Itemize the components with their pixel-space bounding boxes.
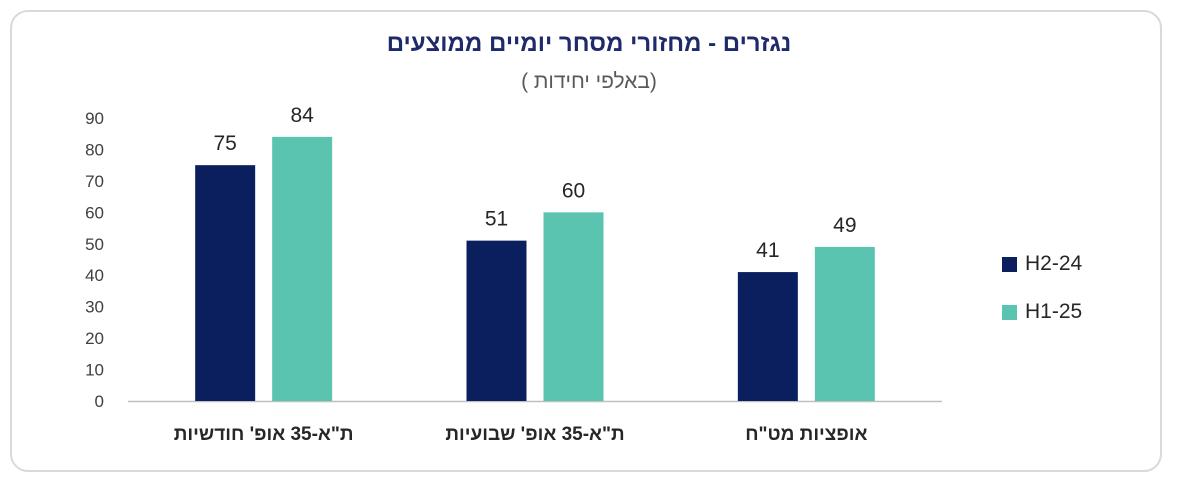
- y-tick-label: 40: [85, 266, 104, 285]
- data-label: 49: [833, 214, 856, 237]
- data-label: 84: [290, 104, 314, 127]
- y-tick-label: 0: [95, 392, 104, 411]
- bar: [466, 240, 527, 401]
- data-label: 60: [562, 179, 585, 202]
- data-label: 75: [213, 132, 236, 155]
- bar: [272, 136, 333, 401]
- legend-item-h2-24: H2-24: [1002, 252, 1082, 276]
- y-tick-label: 50: [85, 235, 104, 254]
- legend-swatch-h2-24: [1002, 256, 1017, 272]
- y-tick-label: 10: [85, 361, 104, 380]
- legend-label-h1-25: H1-25: [1025, 300, 1083, 323]
- y-tick-label: 60: [85, 203, 104, 222]
- x-category-label: אופציות מט"ח: [745, 424, 867, 445]
- y-tick-label: 70: [85, 172, 104, 191]
- chart-subtitle: (באלפי יחידות ): [521, 70, 657, 93]
- data-label: 41: [756, 239, 779, 262]
- y-tick-label: 20: [85, 329, 104, 348]
- y-tick-label: 80: [85, 140, 104, 159]
- data-label: 51: [485, 208, 508, 231]
- legend-label-h2-24: H2-24: [1025, 252, 1083, 275]
- x-category-label: ת"א-35 אופ' שבועיות: [445, 424, 624, 445]
- chart-title: נגזרים - מחזורי מסחר יומיים ממוצעים: [386, 30, 792, 57]
- bar: [195, 165, 256, 401]
- bar: [543, 212, 604, 401]
- x-category-label: ת"א-35 אופ' חודשיות: [174, 424, 354, 445]
- legend-swatch-h1-25: [1002, 304, 1017, 320]
- legend-item-h1-25: H1-25: [1002, 300, 1082, 324]
- legend: H2-24 H1-25: [1002, 252, 1082, 348]
- bar: [814, 246, 875, 401]
- y-tick-label: 30: [85, 298, 104, 317]
- y-tick-label: 90: [85, 109, 104, 128]
- bar: [737, 272, 798, 401]
